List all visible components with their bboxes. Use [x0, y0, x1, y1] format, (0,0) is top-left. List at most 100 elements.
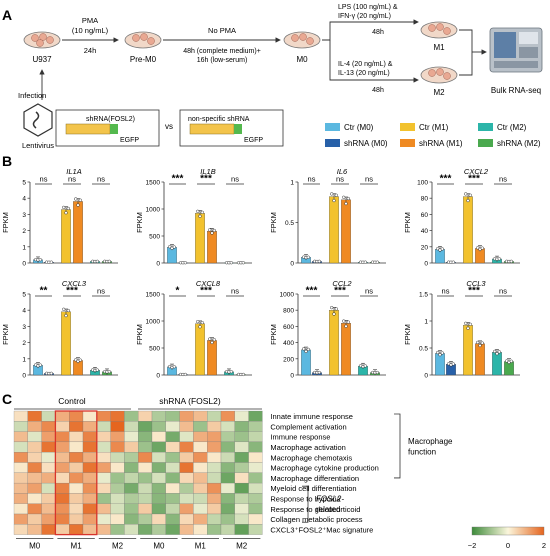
significance-label: ns [40, 175, 48, 184]
y-tick-label: 2 [22, 340, 26, 347]
y-axis-label: FPKM [269, 212, 278, 233]
heatmap-cell [179, 421, 194, 432]
y-tick-label: 100 [417, 180, 428, 187]
y-tick-label: 2 [22, 228, 26, 235]
replicate-point [172, 245, 176, 249]
heatmap-row-label: Macrophage activation [270, 443, 345, 452]
heatmap-cell [27, 524, 42, 535]
heatmap-cell [151, 441, 166, 453]
heatmap-row-label: Myeloid cell differentiation [270, 484, 356, 493]
bar-chart-cxcl2: CXCL2 FPKM 0 20 40 60 80 100 *** *** ns [403, 167, 520, 268]
heatmap-cell [207, 441, 222, 453]
heatmap-cell [220, 421, 235, 432]
y-tick-label: 0 [424, 373, 428, 380]
y-tick-label: 0 [290, 261, 294, 268]
heatmap-cell [13, 410, 28, 422]
heatmap-cell [124, 503, 139, 515]
replicate-point [229, 370, 233, 374]
heatmap-cell [96, 493, 111, 504]
heatmap-cell [124, 441, 139, 453]
significance-label: ns [336, 175, 344, 184]
m0-condition-2: 16h (low-serum) [197, 57, 248, 64]
heatmap-cell [124, 462, 139, 473]
heatmap-row-label: CXCL3⁺FOSL2⁺Mac signature [270, 525, 373, 534]
y-tick-label: 0.5 [285, 220, 294, 227]
replicate-point [95, 259, 99, 263]
y-tick-label: 0 [424, 261, 428, 268]
replicate-point [464, 192, 468, 196]
significance-label: *** [440, 174, 452, 185]
bar [195, 323, 205, 376]
y-tick-label: 1 [22, 244, 26, 251]
heatmap-cell [220, 513, 235, 525]
heatmap-cell [165, 493, 180, 504]
heatmap-cell [151, 421, 166, 432]
heatmap-cell [13, 503, 28, 515]
legend-swatch [325, 123, 340, 131]
heatmap-cell [69, 524, 84, 535]
bracket-macrophage [394, 413, 401, 479]
heatmap-cell [110, 503, 125, 515]
heatmap-cell [41, 513, 56, 525]
heatmap-cell [220, 503, 235, 515]
replicate-point [241, 372, 245, 377]
heatmap-cell [179, 462, 194, 473]
replicate-point [464, 321, 468, 325]
heatmap-row-label: Response to hypoxia [270, 495, 341, 504]
bar [341, 199, 351, 264]
replicate-point [332, 198, 336, 203]
replicate-point [49, 260, 53, 264]
time-24h: 24h [84, 46, 97, 55]
heatmap-cell [138, 421, 153, 432]
heatmap-row-label: Macrophage differentiation [270, 474, 359, 483]
replicate-point [62, 205, 66, 210]
significance-label: ns [499, 175, 507, 184]
heatmap-cell [69, 513, 84, 525]
replicate-point [95, 368, 99, 372]
replicate-point [107, 259, 111, 263]
significance-label: ns [68, 175, 76, 184]
group-label-control: Control [58, 396, 86, 406]
heatmap-cell [234, 513, 249, 525]
heatmap-cell [96, 524, 111, 535]
heatmap-cell [207, 452, 222, 463]
y-axis-label: FPKM [403, 324, 412, 345]
column-group-label: M1 [71, 542, 83, 551]
replicate-point [451, 260, 455, 264]
heatmap-cell [193, 441, 208, 453]
heatmap-cell [248, 462, 263, 473]
bracket-label: Macrophage [408, 437, 453, 446]
heatmap-cell [96, 431, 111, 443]
heatmap-cell [248, 524, 263, 535]
heatmap-cell [151, 410, 166, 422]
heatmap-cell [55, 410, 70, 422]
heatmap-cell [27, 472, 42, 484]
replicate-point [342, 319, 346, 323]
heatmap-cell [220, 431, 235, 443]
legend-swatch [325, 139, 340, 147]
replicate-point [78, 358, 82, 362]
significance-label: ns [97, 287, 105, 296]
replicate-point [212, 338, 216, 342]
y-tick-label: 1.5 [419, 292, 428, 299]
heatmap-cell [220, 524, 235, 535]
heatmap-cell [13, 431, 28, 443]
heatmap-cell [165, 482, 180, 494]
bar [463, 196, 473, 264]
heatmap-cell [27, 503, 42, 515]
heatmap-cell [151, 524, 166, 535]
heatmap-cell [124, 431, 139, 443]
bar-legend: Ctr (M0) Ctr (M1) Ctr (M2) shRNA (M0) shRNA … [325, 123, 541, 148]
heatmap-cell [220, 452, 235, 463]
heatmap-cell [41, 421, 56, 432]
replicate-point [480, 246, 484, 250]
heatmap-cell [138, 452, 153, 463]
heatmap-cell [13, 482, 28, 494]
y-tick-label: 4 [22, 308, 26, 315]
y-tick-label: 1500 [146, 180, 161, 187]
heatmap-cell [55, 421, 70, 432]
heatmap-cell [110, 431, 125, 443]
heatmap-cell [96, 410, 111, 422]
bar [73, 201, 83, 264]
